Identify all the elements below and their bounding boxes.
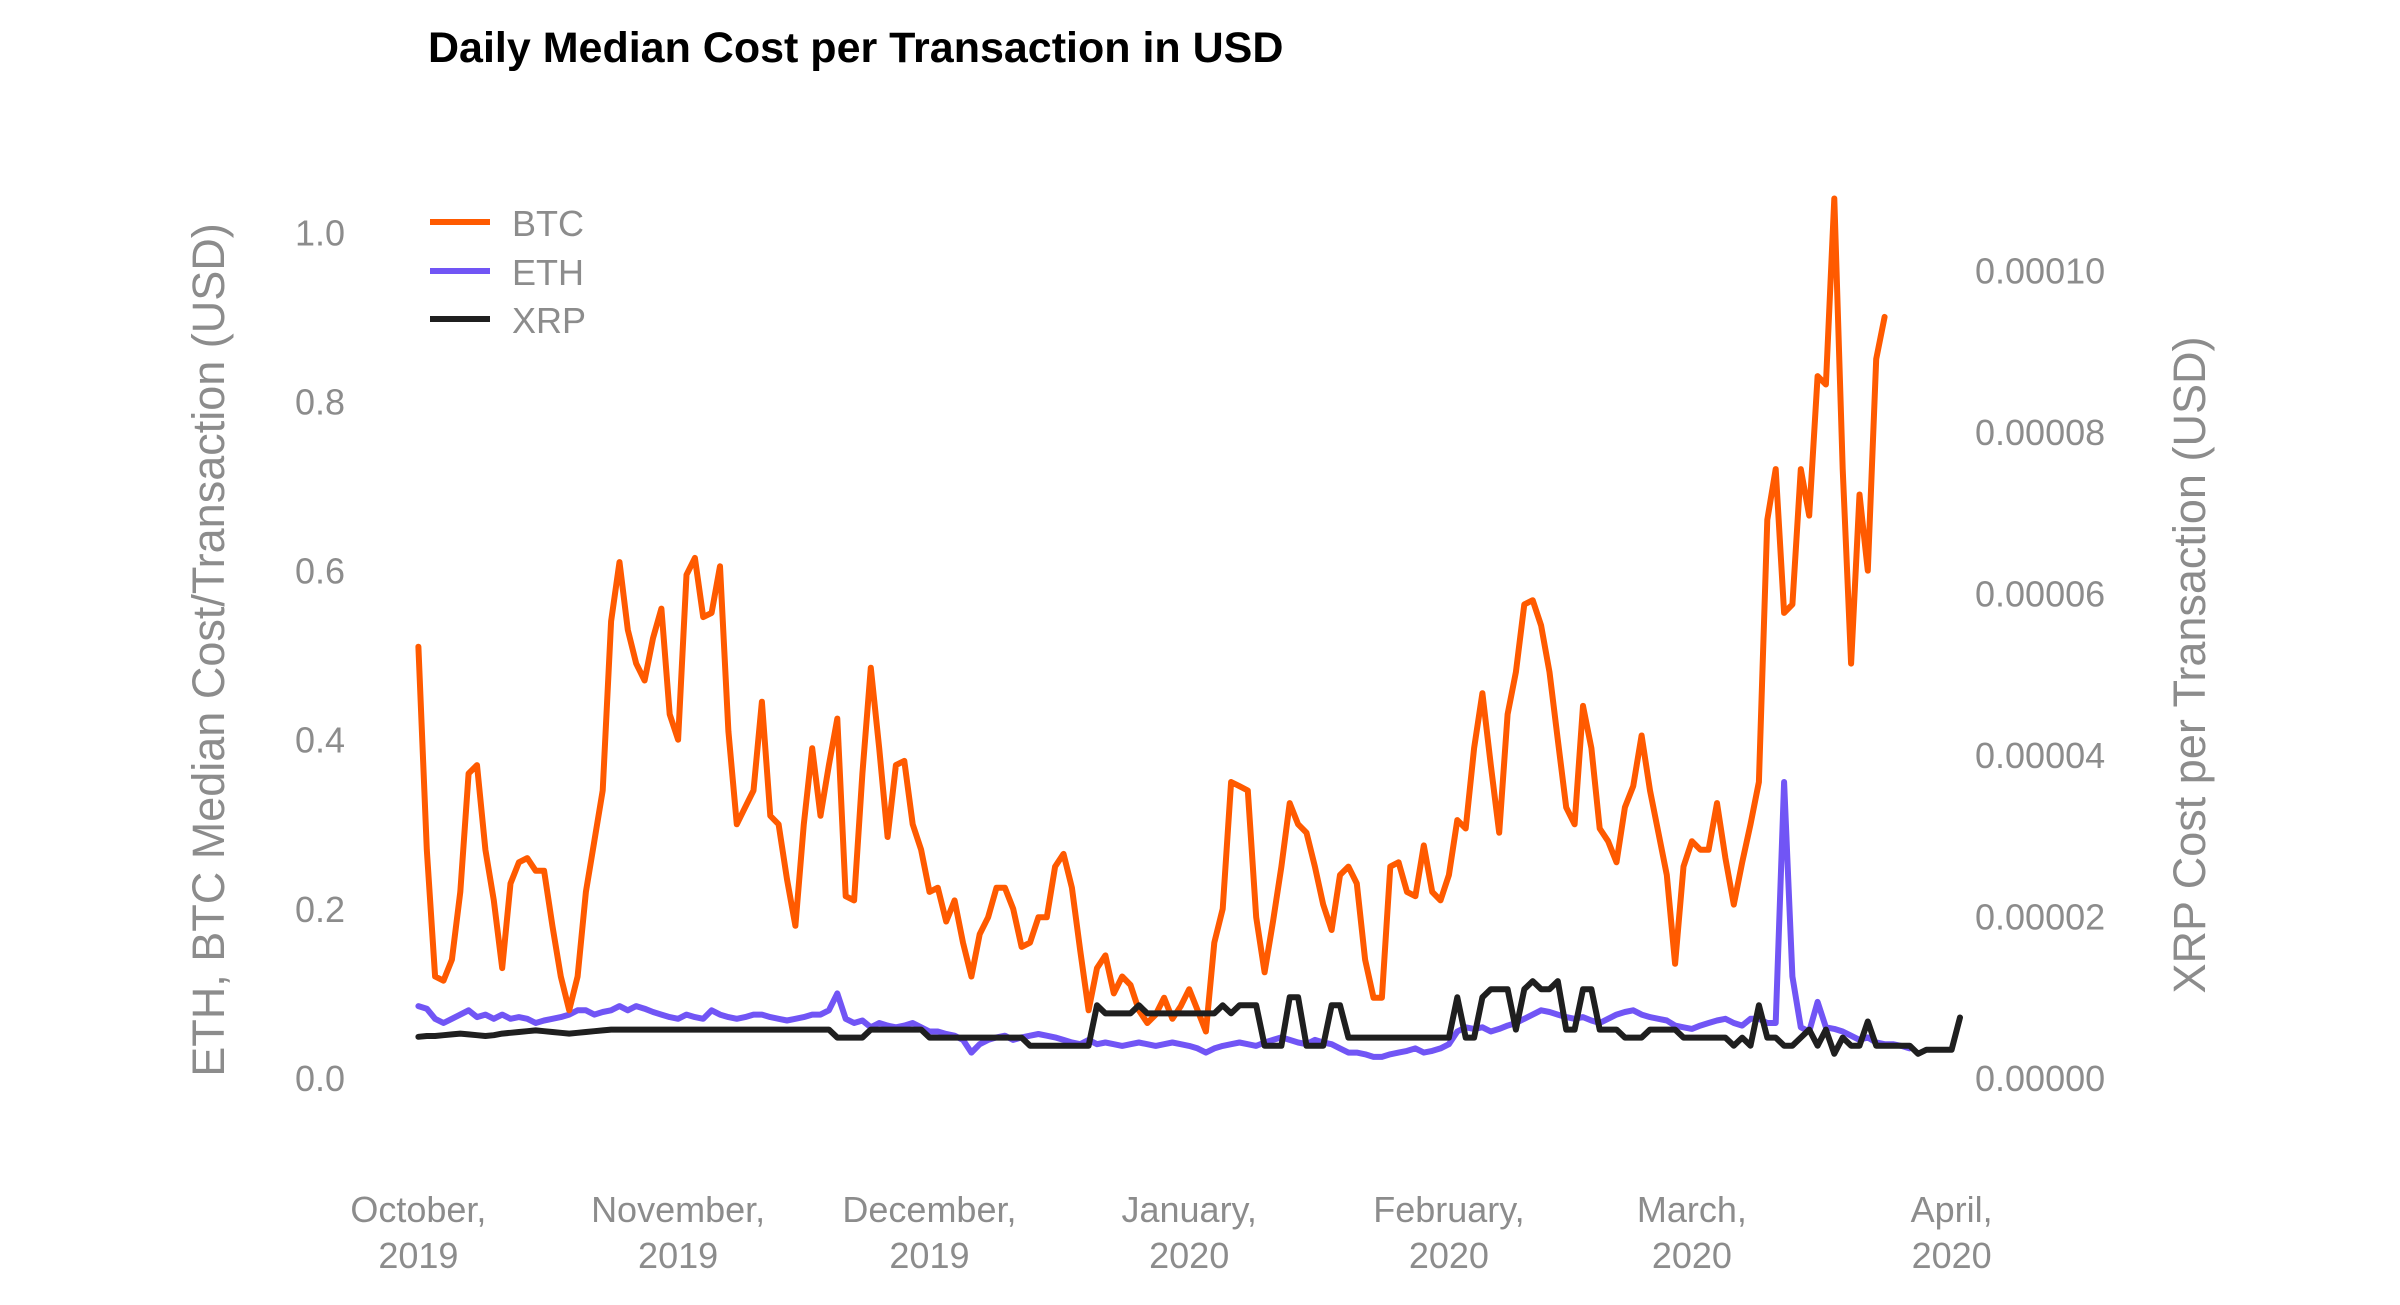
left-tick-label: 0.6 [295,551,345,592]
left-axis-label: ETH, BTC Median Cost/Transaction (USD) [183,223,234,1077]
x-tick-label: November, [591,1189,765,1230]
x-tick-label-year: 2019 [638,1235,718,1276]
series-line-eth [415,779,1913,1060]
x-tick-label-year: 2020 [1652,1235,1732,1276]
x-tick-label-year: 2019 [889,1235,969,1276]
x-tick-label: January, [1121,1189,1256,1230]
series-layer [415,195,1963,1060]
x-tick-label: March, [1637,1189,1747,1230]
right-axis-ticks: 0.00000 0.00002 0.00004 0.00006 0.00008 0.000… [1975,251,2105,1099]
left-tick-label: 0.2 [295,889,345,930]
legend-label-btc: BTC [512,203,584,244]
right-tick-label: 0.00002 [1975,897,2105,938]
x-tick-label: April, [1911,1189,1993,1230]
right-tick-label: 0.00010 [1975,251,2105,292]
x-tick-label: October, [350,1189,486,1230]
chart-title: Daily Median Cost per Transaction in USD [428,24,1283,72]
x-tick-label: February, [1373,1189,1524,1230]
series-line-xrp [415,978,1963,1057]
right-tick-label: 0.00006 [1975,574,2105,615]
legend-label-xrp: XRP [512,300,586,341]
legend: BTC ETH XRP [430,203,586,341]
left-axis-ticks: 0.0 0.2 0.4 0.6 0.8 1.0 [295,212,345,1099]
right-tick-label: 0.00000 [1975,1058,2105,1099]
x-tick-label: December, [842,1189,1016,1230]
right-tick-label: 0.00008 [1975,412,2105,453]
x-tick-label-year: 2020 [1912,1235,1992,1276]
left-tick-label: 1.0 [295,212,345,253]
x-tick-label-year: 2019 [378,1235,458,1276]
x-tick-label-year: 2020 [1149,1235,1229,1276]
x-tick-label-year: 2020 [1409,1235,1489,1276]
x-axis-ticks: October, 2019 November, 2019 December, 2019 Ja… [350,1189,1992,1276]
legend-label-eth: ETH [512,252,584,293]
left-tick-label: 0.8 [295,381,345,422]
left-tick-label: 0.0 [295,1058,345,1099]
right-axis-label: XRP Cost per Transaction (USD) [2164,337,2215,994]
left-tick-label: 0.4 [295,720,345,761]
right-tick-label: 0.00004 [1975,735,2105,776]
series-line-btc [415,195,1888,1035]
